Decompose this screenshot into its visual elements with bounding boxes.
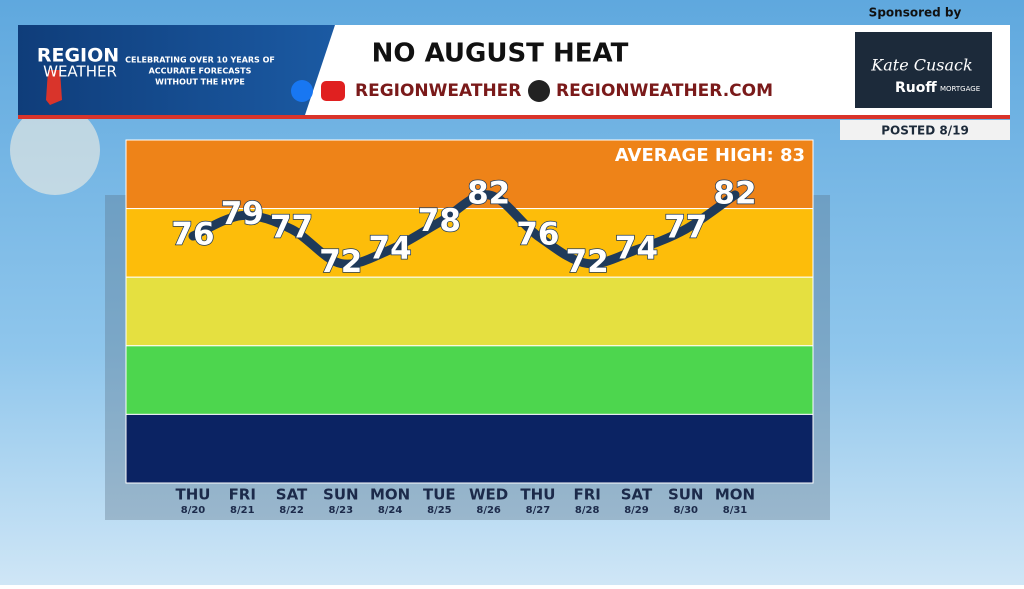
x-tick-date: 8/20: [181, 505, 206, 516]
sponsor-brand: Ruoff: [895, 80, 937, 96]
value-label: 79: [221, 196, 264, 232]
temp-line: [188, 190, 740, 269]
x-tick-label: WED: [469, 486, 508, 504]
x-tick-label: FRI: [229, 486, 256, 504]
x-tick-label: TUE: [423, 486, 456, 504]
state-icon: [46, 70, 62, 105]
social-handle: REGIONWEATHER: [355, 81, 521, 101]
x-tick-label: THU: [176, 486, 211, 504]
value-label: 82: [713, 175, 756, 211]
x-tick-label: SUN: [323, 486, 359, 504]
x-tick-date: 8/28: [575, 505, 600, 516]
x-tick-label: FRI: [573, 486, 600, 504]
x-tick-date: 8/31: [723, 505, 748, 516]
logo-top: REGION: [37, 45, 119, 67]
x-tick-label: MON: [370, 486, 410, 504]
sponsored-by: Sponsored by: [869, 6, 962, 20]
sponsor-box: [855, 32, 992, 108]
sponsor-sub: MORTGAGE: [940, 85, 980, 93]
x-tick-label: SAT: [276, 486, 308, 504]
value-label: 77: [664, 210, 707, 246]
x-tick-date: 8/21: [230, 505, 255, 516]
x-tick-date: 8/25: [427, 505, 452, 516]
header-stripe: [18, 115, 1010, 119]
value-label: 74: [369, 230, 412, 266]
x-tick-date: 8/23: [329, 505, 354, 516]
x-tick-date: 8/29: [624, 505, 649, 516]
posted-date: POSTED 8/19: [881, 124, 969, 138]
x-tick-date: 8/27: [526, 505, 551, 516]
value-label: 82: [467, 175, 510, 211]
x-tick-date: 8/30: [673, 505, 698, 516]
value-label: 78: [418, 203, 461, 239]
facebook-icon: [291, 80, 313, 102]
x-tick-label: SAT: [621, 486, 653, 504]
logo-panel: [18, 25, 335, 115]
value-label: 74: [615, 230, 658, 266]
x-tick-label: SUN: [668, 486, 704, 504]
dandelion: [10, 105, 100, 195]
x-tick-label: THU: [520, 486, 555, 504]
x-tick-date: 8/26: [476, 505, 501, 516]
value-label: 76: [171, 217, 214, 253]
youtube-icon: [321, 81, 345, 101]
chart-title: NO AUGUST HEAT: [372, 39, 629, 69]
tagline: ACCURATE FORECASTS: [149, 67, 252, 76]
tagline: WITHOUT THE HYPE: [155, 78, 245, 87]
website: REGIONWEATHER.COM: [556, 81, 773, 101]
x-tick-label: MON: [715, 486, 755, 504]
x-tick-date: 8/24: [378, 505, 403, 516]
value-label: 77: [270, 210, 313, 246]
logo-bottom: WEATHER: [43, 63, 117, 81]
web-icon: [528, 80, 550, 102]
temp-band: [125, 413, 814, 484]
value-label: 72: [566, 244, 609, 280]
annotation: AVERAGE HIGH: 83: [615, 145, 805, 166]
value-label: 76: [516, 217, 559, 253]
value-label: 72: [319, 244, 362, 280]
tagline: CELEBRATING OVER 10 YEARS OF: [125, 56, 275, 65]
x-tick-date: 8/22: [279, 505, 304, 516]
temp-band: [125, 276, 814, 347]
posted-box: [840, 120, 1010, 140]
temp-band: [125, 345, 814, 415]
sponsor-name: Kate Cusack: [870, 56, 972, 75]
